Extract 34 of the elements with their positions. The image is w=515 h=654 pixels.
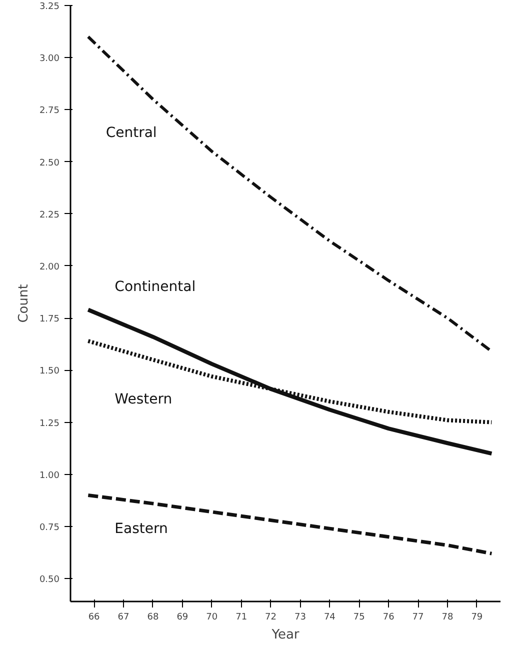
x-tick-label: 74 (324, 612, 336, 622)
line-series (86, 308, 494, 456)
x-tick-label: 79 (471, 612, 483, 622)
series-label: Central (106, 124, 157, 141)
series-label: Western (114, 392, 172, 408)
series-label: Eastern (114, 520, 168, 537)
line-series (86, 493, 494, 556)
y-tick-label: 2.75 (39, 106, 60, 116)
y-tick-label: 3.25 (39, 2, 60, 12)
y-axis-title: Count (16, 284, 32, 323)
y-tick-label: 2.50 (39, 158, 60, 168)
x-tick-label: 75 (353, 612, 365, 622)
x-tick-label: 69 (176, 612, 188, 622)
x-tick-label: 77 (412, 612, 424, 622)
x-tick-label: 67 (118, 612, 130, 622)
y-tick-label: 1.25 (39, 418, 60, 429)
y-tick-label: 1.00 (39, 470, 60, 481)
y-tick-label: 0.75 (39, 522, 60, 533)
x-tick-label: 66 (88, 612, 100, 622)
y-tick-label: 1.50 (39, 366, 60, 377)
y-tick-label: 3.00 (39, 54, 60, 64)
y-tick-label: 0.50 (39, 575, 60, 586)
series-label: Continental (114, 279, 196, 296)
x-tick-label: 78 (442, 612, 454, 622)
x-tick-label: 70 (206, 612, 218, 622)
x-tick-label: 72 (265, 612, 276, 622)
y-tick-label: 1.75 (39, 314, 60, 325)
y-tick-label: 2.00 (39, 262, 60, 272)
y-tick-label: 2.25 (39, 210, 60, 220)
x-tick-label: 76 (382, 612, 395, 622)
x-axis-title: Year (270, 628, 300, 642)
x-tick-label: 68 (147, 612, 159, 622)
x-tick-label: 73 (294, 612, 306, 622)
x-tick-label: 71 (236, 612, 248, 622)
